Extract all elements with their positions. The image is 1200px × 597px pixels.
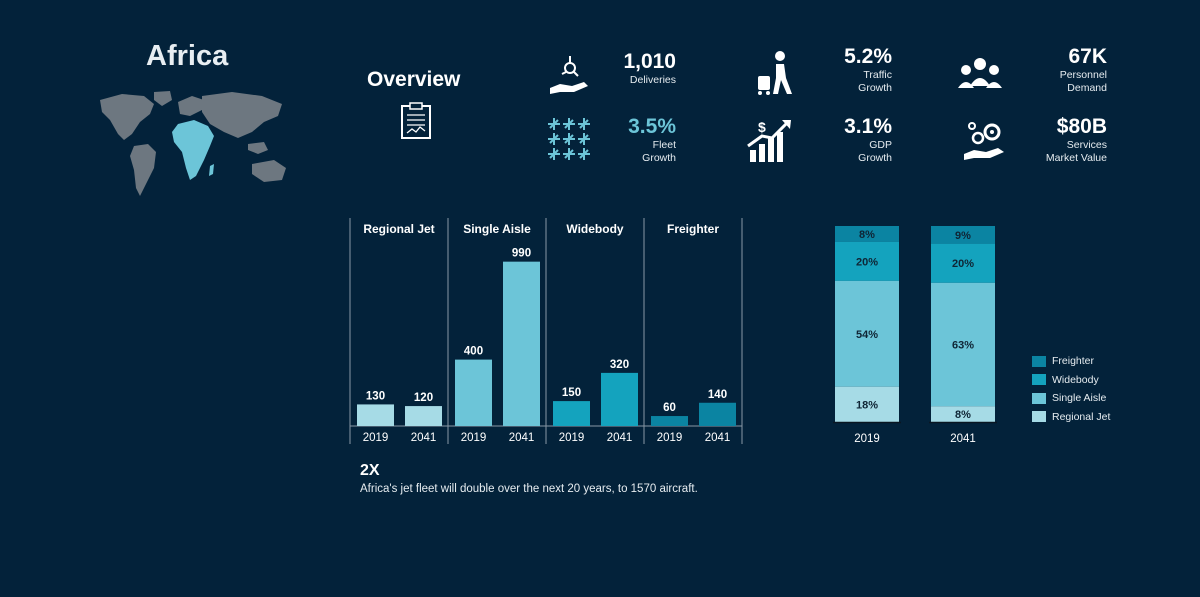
x-tick-label: 2041 (950, 433, 976, 445)
x-tick-label: 2041 (705, 432, 731, 444)
bar (601, 372, 638, 426)
money-growth-icon: $ (747, 119, 791, 162)
bar-value-label: 130 (366, 390, 385, 402)
legend-label: Regional Jet (1052, 410, 1111, 423)
bar (357, 404, 394, 426)
clipboard-icon (401, 102, 431, 139)
x-tick-label: 2019 (461, 432, 487, 444)
segment-value-label: 8% (859, 229, 875, 241)
legend-item: Freighter (1032, 352, 1110, 371)
group-label: Widebody (566, 222, 624, 236)
group-label: Single Aisle (463, 222, 531, 236)
bar-value-label: 150 (562, 387, 581, 399)
stat-value: 3.5% (628, 115, 676, 138)
segment-value-label: 20% (952, 258, 974, 270)
segment-value-label: 54% (856, 329, 878, 341)
bar-value-label: 140 (708, 389, 727, 401)
stat-value: 3.1% (844, 115, 892, 138)
legend-swatch (1032, 411, 1046, 423)
bar (405, 406, 442, 426)
x-tick-label: 2019 (854, 433, 880, 445)
legend-label: Freighter (1052, 355, 1095, 368)
stat-value: 67K (1068, 45, 1107, 68)
stack-segment (835, 386, 899, 422)
stack-segment (931, 282, 995, 407)
bar (699, 402, 736, 426)
world-map-icon (100, 91, 286, 196)
legend-item: Regional Jet (1032, 408, 1110, 427)
svg-text:$: $ (758, 119, 766, 135)
segment-value-label: 20% (856, 256, 878, 268)
overview-title: Overview (367, 68, 461, 91)
legend-item: Single Aisle (1032, 389, 1110, 408)
traveler-icon (758, 51, 792, 95)
bar-value-label: 990 (512, 248, 531, 260)
delivery-hand-icon (550, 56, 588, 94)
group-label: Regional Jet (363, 222, 434, 236)
bar (651, 416, 688, 426)
region-title: Africa (146, 40, 229, 72)
fleet-share-chart: 8% 20% 54% 18% 2019 9% 20% 63% 8% 2041 (833, 226, 997, 445)
summary-text: Africa's jet fleet will double over the … (360, 483, 698, 495)
segment-value-label: 8% (955, 409, 971, 421)
stack-segment (931, 226, 995, 244)
stack-segment (835, 241, 899, 281)
stat-label: Traffic Growth (858, 69, 892, 94)
legend-label: Single Aisle (1052, 392, 1107, 405)
airplane-grid-icon (548, 118, 590, 160)
legend-label: Widebody (1052, 373, 1099, 386)
stack-segment (835, 280, 899, 387)
legend-item: Widebody (1032, 371, 1110, 390)
x-tick-label: 2019 (559, 432, 585, 444)
bar-value-label: 60 (663, 402, 676, 414)
stack-segment (835, 226, 899, 242)
stat-value: 1,010 (623, 50, 676, 73)
bar-value-label: 120 (414, 392, 433, 404)
bar (503, 261, 540, 426)
legend-swatch (1032, 392, 1046, 404)
stat-label: Services Market Value (1045, 139, 1107, 164)
legend-swatch (1032, 374, 1046, 386)
x-tick-label: 2019 (657, 432, 683, 444)
stat-label: GDP Growth (858, 139, 892, 164)
personnel-icon (958, 58, 1002, 88)
stack-segment (931, 406, 995, 422)
bar (553, 401, 590, 426)
stat-value: 5.2% (844, 45, 892, 68)
bar-value-label: 400 (464, 346, 483, 358)
services-icon (964, 122, 1004, 160)
x-tick-label: 2041 (411, 432, 437, 444)
x-tick-label: 2041 (509, 432, 535, 444)
stack-segment (931, 243, 995, 283)
stat-label: Fleet Growth (642, 139, 676, 164)
bar-value-label: 320 (610, 359, 629, 371)
legend-swatch (1032, 355, 1046, 367)
bar (455, 359, 492, 426)
segment-value-label: 18% (856, 399, 878, 411)
group-label: Freighter (667, 222, 719, 236)
stat-value: $80B (1056, 115, 1107, 138)
stat-label: Deliveries (629, 74, 676, 86)
fleet-bar-chart: Regional Jet 130 2019 120 2041 Single Aisle 40… (349, 218, 743, 444)
headline: 2X (360, 462, 380, 479)
segment-value-label: 9% (955, 230, 971, 242)
chart-legend: Freighter Widebody Single Aisle Regional Je… (1032, 352, 1110, 426)
segment-value-label: 63% (952, 340, 974, 352)
x-tick-label: 2019 (363, 432, 389, 444)
stat-label: Personnel Demand (1059, 69, 1107, 94)
x-tick-label: 2041 (607, 432, 633, 444)
